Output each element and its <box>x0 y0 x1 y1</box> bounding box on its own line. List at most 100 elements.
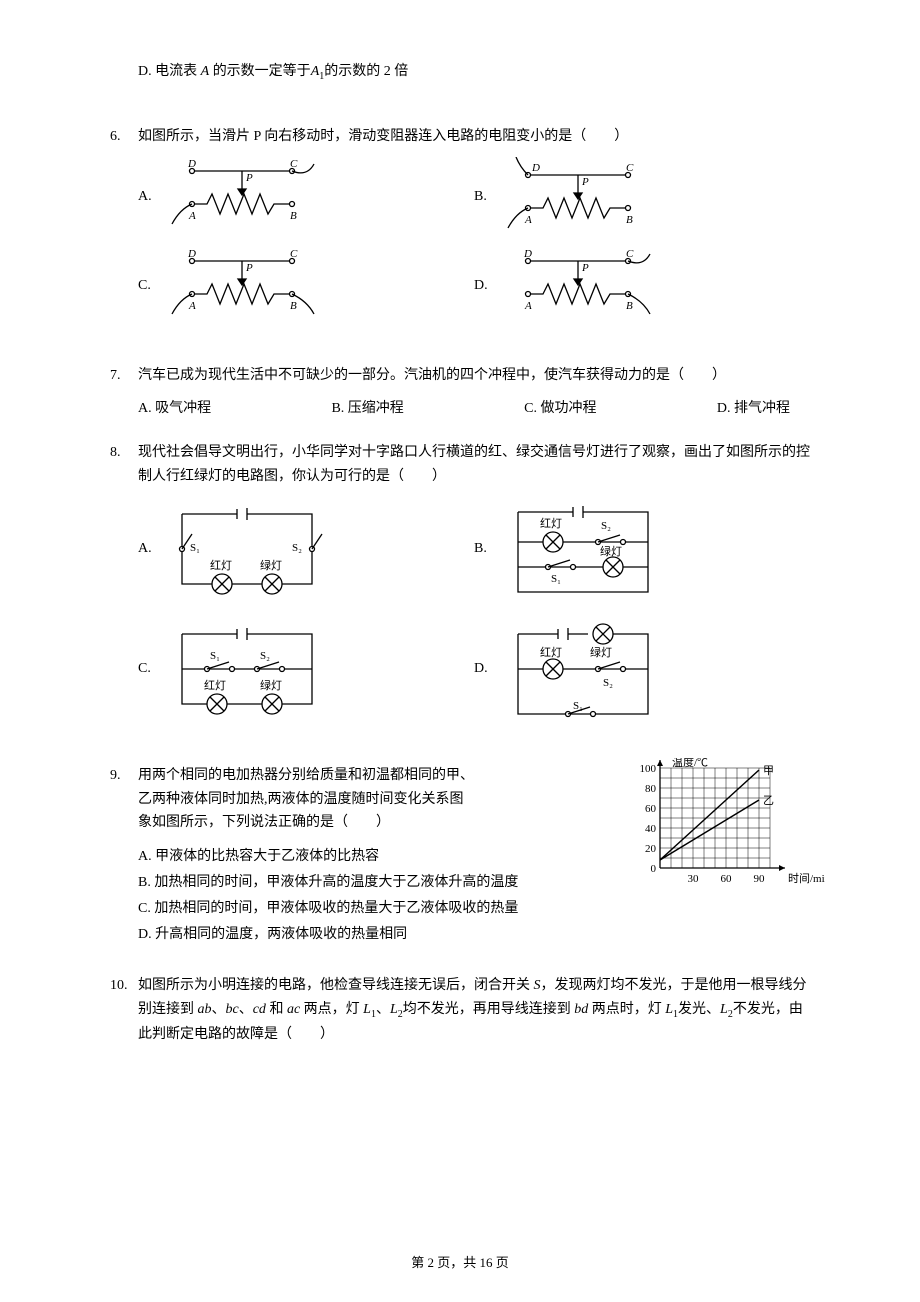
q6-number: 6. <box>110 125 138 149</box>
page-footer: 第 2 页，共 16 页 <box>0 1252 920 1274</box>
q6-option-b: B. D C P A B <box>474 157 810 237</box>
label-s1: S₁ <box>573 700 583 712</box>
option-label: C. <box>138 274 162 298</box>
svg-text:20: 20 <box>645 843 657 855</box>
q7-stem: 汽车已成为现代生活中不可缺少的一部分。汽油机的四个冲程中，使汽车获得动力的是（ … <box>138 364 810 388</box>
q9-stem-l1: 用两个相同的电加热器分别给质量和初温都相同的甲、 <box>138 764 622 788</box>
option-label: D. <box>474 657 498 681</box>
question-8: 8. 现代社会倡导文明出行，小华同学对十字路口人行横道的红、绿交通信号灯进行了观… <box>110 441 810 736</box>
var-a: A <box>201 64 210 79</box>
var-a1: A <box>311 64 320 79</box>
label-p: P <box>581 262 589 274</box>
option-label: A. <box>138 185 162 209</box>
label-s1: S₁ <box>190 542 200 554</box>
q9-chart: 204060801000306090温度/℃时间/min甲乙 <box>630 758 810 888</box>
label-a: A <box>188 210 196 222</box>
label-red: 红灯 <box>540 646 562 659</box>
label-c: C <box>290 249 298 260</box>
label-a: A <box>524 214 532 226</box>
q9-option-d: D. 升高相同的温度，两液体吸收的热量相同 <box>138 923 810 947</box>
q7-option-d: D. 排气冲程 <box>717 397 790 421</box>
label-red: 红灯 <box>540 517 562 530</box>
svg-text:温度/℃: 温度/℃ <box>672 758 708 769</box>
option-label: A. <box>138 537 162 561</box>
q9-number: 9. <box>110 764 138 788</box>
circuit-diagram-c: S₁ S₂ 红灯 绿灯 <box>162 619 337 719</box>
option-label: C. <box>138 657 162 681</box>
rheostat-diagram-d: D C P A B <box>498 249 663 324</box>
q5-option-d: D. 电流表 A 的示数一定等于A1的示数的 2 倍 <box>110 60 810 85</box>
q9-stem-l3: 象如图所示，下列说法正确的是（ ） <box>138 811 622 835</box>
label-b: B <box>290 300 297 312</box>
label-s2: S₂ <box>603 677 613 689</box>
svg-text:甲: 甲 <box>763 765 774 777</box>
q6-option-a: A. D C P A B <box>138 157 474 237</box>
q8-stem: 现代社会倡导文明出行，小华同学对十字路口人行横道的红、绿交通信号灯进行了观察，画… <box>138 441 810 489</box>
rheostat-diagram-c: D C P A B <box>162 249 327 324</box>
q7-number: 7. <box>110 364 138 388</box>
q10-stem: 如图所示为小明连接的电路，他检查导线连接无误后，闭合开关 S，发现两灯均不发光，… <box>138 974 810 1046</box>
label-s2: S₂ <box>601 520 611 532</box>
label-c: C <box>626 162 634 174</box>
text: 的示数的 2 倍 <box>324 64 408 79</box>
label-a: A <box>188 300 196 312</box>
label-a: A <box>524 300 532 312</box>
question-10: 10. 如图所示为小明连接的电路，他检查导线连接无误后，闭合开关 S，发现两灯均… <box>110 974 810 1046</box>
question-9: 9. 用两个相同的电加热器分别给质量和初温都相同的甲、 乙两种液体同时加热,两液… <box>110 764 810 947</box>
label-red: 红灯 <box>204 679 226 692</box>
label-p: P <box>245 172 253 184</box>
q9-option-b: B. 加热相同的时间，甲液体升高的温度大于乙液体升高的温度 <box>138 871 622 895</box>
q8-option-d: D. 红灯 <box>474 614 810 724</box>
label-c: C <box>626 249 634 260</box>
label-d: D <box>187 249 196 260</box>
svg-text:100: 100 <box>640 763 657 775</box>
label-b: B <box>626 300 633 312</box>
label-green: 绿灯 <box>590 645 612 659</box>
label-p: P <box>245 262 253 274</box>
text: D. 电流表 <box>138 64 201 79</box>
circuit-diagram-d: 红灯 绿灯 S₂ S₁ <box>498 614 673 724</box>
q9-option-a: A. 甲液体的比热容大于乙液体的比热容 <box>138 845 622 869</box>
label-b: B <box>626 214 633 226</box>
label-c: C <box>290 159 298 170</box>
label-b: B <box>290 210 297 222</box>
label-d: D <box>531 162 540 174</box>
label-p: P <box>581 176 589 188</box>
svg-text:乙: 乙 <box>763 794 774 807</box>
circuit-diagram-b: 红灯 S₂ S₁ 绿灯 <box>498 497 673 602</box>
q8-option-c: C. S₁ S₂ <box>138 614 474 724</box>
label-d: D <box>523 249 532 260</box>
label-s1: S₁ <box>551 573 561 585</box>
svg-text:60: 60 <box>721 873 733 885</box>
q8-option-a: A. S₁ S₂ 红灯 <box>138 497 474 602</box>
q7-option-a: A. 吸气冲程 <box>138 397 211 421</box>
svg-text:30: 30 <box>688 873 700 885</box>
svg-text:90: 90 <box>754 873 766 885</box>
circuit-diagram-a: S₁ S₂ 红灯 绿灯 <box>162 499 337 599</box>
text: 的示数一定等于 <box>209 64 311 79</box>
q9-option-c: C. 加热相同的时间，甲液体吸收的热量大于乙液体吸收的热量 <box>138 897 810 921</box>
q8-number: 8. <box>110 441 138 465</box>
label-s2: S₂ <box>260 650 270 662</box>
rheostat-diagram-a: D C P A B <box>162 159 327 234</box>
svg-text:60: 60 <box>645 803 657 815</box>
option-label: D. <box>474 274 498 298</box>
label-green: 绿灯 <box>600 544 622 558</box>
q6-stem: 如图所示，当滑片 P 向右移动时，滑动变阻器连入电路的电阻变小的是（ ） <box>138 125 810 149</box>
q7-option-b: B. 压缩冲程 <box>331 397 403 421</box>
question-7: 7. 汽车已成为现代生活中不可缺少的一部分。汽油机的四个冲程中，使汽车获得动力的… <box>110 364 810 422</box>
question-6: 6. 如图所示，当滑片 P 向右移动时，滑动变阻器连入电路的电阻变小的是（ ） … <box>110 125 810 336</box>
q7-option-c: C. 做功冲程 <box>524 397 596 421</box>
label-red: 红灯 <box>210 559 232 572</box>
rheostat-diagram-b: D C P A B <box>498 157 663 237</box>
option-label: B. <box>474 537 498 561</box>
svg-text:80: 80 <box>645 783 657 795</box>
svg-text:时间/min: 时间/min <box>788 872 825 885</box>
svg-text:40: 40 <box>645 823 657 835</box>
option-label: B. <box>474 185 498 209</box>
q9-stem-l2: 乙两种液体同时加热,两液体的温度随时间变化关系图 <box>138 788 622 812</box>
svg-text:0: 0 <box>651 863 657 875</box>
label-green: 绿灯 <box>260 678 282 692</box>
label-s2: S₂ <box>292 542 302 554</box>
label-green: 绿灯 <box>260 558 282 572</box>
